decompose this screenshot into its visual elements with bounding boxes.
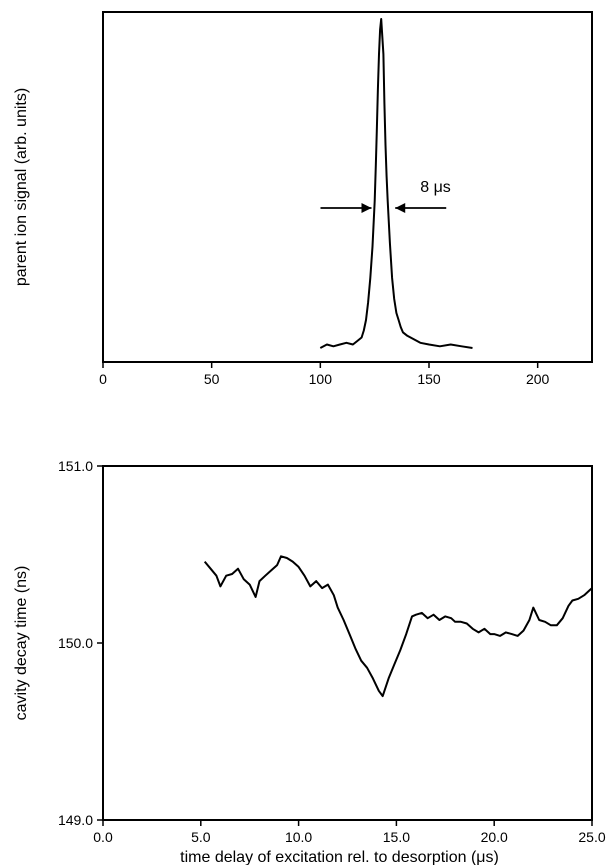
x-tick-label: 15.0 [383,829,410,845]
top-chart: 0 50 100 150 200 parent ion signal (arb. unit… [13,11,593,387]
y-tick-label: 150.0 [58,635,93,651]
series-line [203,555,593,698]
x-tick-label: 200 [526,371,550,387]
x-tick-label: 25.0 [578,829,605,845]
x-tick-label: 0 [99,371,107,387]
x-tick-label: 50 [204,371,220,387]
x-tick-label: 0.0 [93,829,113,845]
bottom-chart: 0.0 5.0 10.0 15.0 20.0 25.0 149.0 150.0 151.0 cav… [13,458,606,865]
annotation-arrowhead-right [395,203,406,213]
x-tick-label: 5.0 [191,829,211,845]
x-tick-label: 150 [417,371,441,387]
y-tick-label: 149.0 [58,812,93,828]
series-line [319,18,473,349]
annotation-label: 8 μs [420,179,451,196]
plot-frame [102,465,593,821]
y-axis-label: parent ion signal (arb. units) [13,88,30,286]
x-tick-label: 10.0 [285,829,312,845]
plot-frame [102,11,593,363]
x-tick-label: 100 [309,371,333,387]
y-tick-label: 151.0 [58,458,93,474]
y-axis-label: cavity decay time (ns) [13,566,30,721]
x-tick-label: 20.0 [481,829,508,845]
annotation-arrowhead-left [361,203,372,213]
x-axis-label: time delay of excitation rel. to desorpt… [180,849,499,865]
